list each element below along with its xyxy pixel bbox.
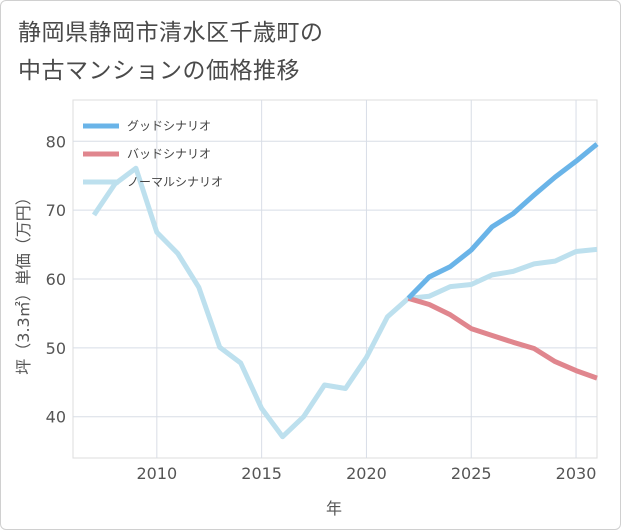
y-axis-label: 坪（3.3㎡）単価（万円） — [14, 189, 33, 374]
chart-ticks: 2010 2015 2020 2025 2030 40 50 60 70 80 — [46, 132, 597, 483]
legend-label: バッドシナリオ — [127, 147, 211, 161]
chart-grid — [72, 99, 598, 459]
y-tick-label: 70 — [46, 201, 66, 220]
chart-title: 静岡県静岡市清水区千歳町の 中古マンションの価格推移 — [18, 14, 578, 90]
x-tick-label: 2010 — [136, 464, 177, 483]
chart-title-line-1: 静岡県静岡市清水区千歳町の — [18, 20, 324, 46]
y-tick-label: 50 — [46, 339, 66, 358]
y-tick-label: 60 — [46, 270, 66, 289]
x-tick-label: 2015 — [241, 464, 282, 483]
chart-title-line-2: 中古マンションの価格推移 — [18, 58, 300, 84]
series-line-1 — [407, 295, 598, 381]
x-tick-label: 2025 — [451, 464, 492, 483]
series-line-0 — [406, 142, 599, 301]
x-axis-label: 年 — [326, 499, 342, 518]
x-tick-label: 2020 — [346, 464, 387, 483]
series-line-2 — [91, 165, 598, 440]
y-tick-label: 80 — [46, 132, 66, 151]
chart-series — [91, 142, 599, 440]
x-tick-label: 2030 — [556, 464, 597, 483]
y-tick-label: 40 — [46, 408, 66, 427]
legend-label: グッドシナリオ — [127, 119, 211, 133]
legend-label: ノーマルシナリオ — [127, 175, 223, 189]
